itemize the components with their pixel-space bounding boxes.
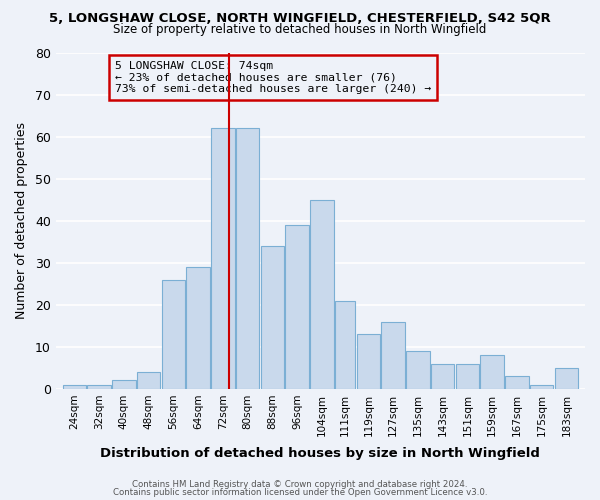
Bar <box>431 364 454 389</box>
Text: 5, LONGSHAW CLOSE, NORTH WINGFIELD, CHESTERFIELD, S42 5QR: 5, LONGSHAW CLOSE, NORTH WINGFIELD, CHES… <box>49 12 551 24</box>
Bar <box>481 356 504 389</box>
Bar <box>455 364 479 389</box>
Bar <box>260 246 284 389</box>
Bar <box>505 376 529 389</box>
Text: Size of property relative to detached houses in North Wingfield: Size of property relative to detached ho… <box>113 24 487 36</box>
Bar <box>211 128 235 389</box>
Bar <box>286 225 309 389</box>
X-axis label: Distribution of detached houses by size in North Wingfield: Distribution of detached houses by size … <box>100 447 541 460</box>
Text: Contains public sector information licensed under the Open Government Licence v3: Contains public sector information licen… <box>113 488 487 497</box>
Bar <box>382 322 405 389</box>
Bar <box>554 368 578 389</box>
Bar <box>406 351 430 389</box>
Y-axis label: Number of detached properties: Number of detached properties <box>15 122 28 319</box>
Bar <box>356 334 380 389</box>
Bar <box>187 267 210 389</box>
Bar <box>236 128 259 389</box>
Bar <box>530 384 553 389</box>
Bar <box>335 300 355 389</box>
Bar <box>112 380 136 389</box>
Bar <box>137 372 160 389</box>
Bar <box>62 384 86 389</box>
Bar <box>88 384 111 389</box>
Bar <box>161 280 185 389</box>
Text: 5 LONGSHAW CLOSE: 74sqm
← 23% of detached houses are smaller (76)
73% of semi-de: 5 LONGSHAW CLOSE: 74sqm ← 23% of detache… <box>115 61 431 94</box>
Text: Contains HM Land Registry data © Crown copyright and database right 2024.: Contains HM Land Registry data © Crown c… <box>132 480 468 489</box>
Bar <box>310 200 334 389</box>
